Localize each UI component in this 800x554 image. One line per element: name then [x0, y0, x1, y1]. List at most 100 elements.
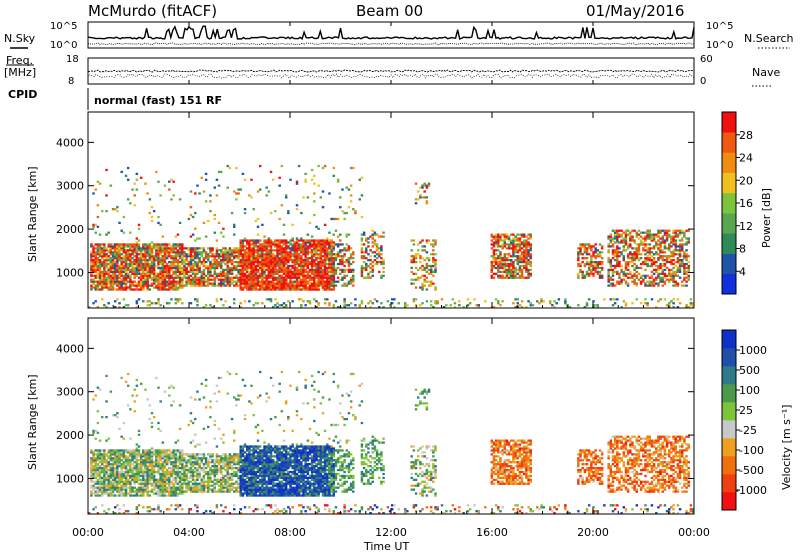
power-cell	[181, 249, 184, 252]
power-cell	[665, 257, 669, 260]
velocity-cell	[152, 492, 156, 495]
power-cell	[492, 237, 496, 240]
power-cell	[107, 249, 110, 252]
power-cell	[505, 257, 509, 260]
power-cell	[217, 260, 221, 264]
power-cell	[332, 262, 336, 266]
power-cell	[611, 272, 615, 275]
power-cell	[176, 274, 180, 277]
power-cell	[129, 282, 132, 285]
power-cell	[512, 302, 515, 305]
power-cell	[644, 276, 647, 279]
power-cell	[499, 274, 502, 277]
power-cell	[280, 260, 284, 264]
power-cell	[347, 268, 351, 272]
power-cell	[371, 237, 374, 240]
power-cell	[90, 243, 93, 246]
power-cell	[676, 229, 680, 232]
power-cell	[336, 217, 340, 221]
power-cell	[520, 268, 524, 272]
power-cell	[96, 282, 100, 285]
power-cell	[332, 259, 336, 262]
power-cell	[122, 249, 126, 252]
power-cell	[198, 276, 201, 279]
nave-label: Nave	[752, 66, 780, 79]
power-cell	[349, 302, 353, 305]
power-cell	[291, 264, 294, 268]
power-cell	[100, 253, 104, 256]
velocity-cell	[131, 457, 134, 460]
power-cell	[618, 264, 621, 268]
velocity-cell	[96, 449, 100, 452]
power-cell	[178, 270, 182, 274]
power-cell	[191, 266, 195, 270]
power-cell	[126, 249, 130, 252]
power-cell	[302, 288, 305, 291]
power-cell	[655, 243, 658, 246]
power-cell	[328, 304, 331, 307]
power-cell	[323, 253, 327, 256]
power-cell	[133, 270, 136, 274]
power-cell	[280, 274, 284, 277]
power-cell	[133, 182, 136, 185]
power-cell	[362, 231, 366, 234]
power-cell	[341, 262, 344, 266]
power-cell	[142, 286, 145, 289]
power-cell	[607, 260, 610, 264]
power-cell	[594, 247, 597, 250]
power-cell	[674, 245, 677, 248]
power-cell	[224, 268, 227, 272]
power-cell	[265, 251, 268, 254]
power-cell	[607, 284, 610, 287]
power-cell	[215, 276, 219, 279]
power-cell	[308, 268, 312, 272]
power-cell	[362, 268, 366, 272]
power-cell	[302, 274, 305, 277]
power-cell	[129, 260, 132, 264]
power-cell	[137, 268, 141, 272]
power-cell	[425, 251, 429, 254]
velocity-cell	[109, 470, 113, 474]
power-cell	[289, 268, 292, 272]
power-cell	[293, 257, 297, 260]
power-cell	[516, 237, 519, 240]
power-cell	[178, 251, 182, 254]
power-cell	[105, 255, 108, 258]
power-cell	[265, 282, 268, 285]
power-cell	[224, 272, 227, 275]
power-cell	[213, 264, 216, 268]
power-cell	[334, 217, 338, 221]
power-cell	[419, 276, 422, 279]
power-cell	[103, 278, 106, 281]
power-cell	[98, 276, 102, 279]
power-cell	[620, 264, 623, 268]
velocity-cell	[111, 466, 115, 470]
power-cell	[360, 243, 364, 246]
power-cell	[497, 257, 500, 260]
power-cell	[111, 266, 115, 270]
power-cell	[503, 276, 506, 279]
power-cell	[220, 280, 223, 283]
velocity-cell	[126, 492, 130, 495]
power-cell	[124, 245, 128, 248]
power-cell	[525, 245, 528, 248]
power-cell	[118, 247, 121, 250]
power-cell	[198, 260, 201, 264]
velocity-cell	[157, 480, 160, 483]
power-cell	[224, 280, 227, 283]
power-cell	[92, 255, 95, 258]
power-cell	[191, 215, 195, 219]
power-cell	[194, 249, 197, 252]
velocity-cell	[161, 474, 165, 478]
power-cell	[161, 264, 165, 268]
power-cell	[321, 278, 325, 281]
power-cell	[178, 284, 182, 287]
power-cell	[254, 268, 258, 272]
power-cell	[360, 194, 364, 197]
velocity-cell	[152, 468, 156, 472]
power-cell	[159, 247, 162, 250]
power-cell	[122, 245, 126, 248]
power-cell	[466, 304, 470, 307]
power-cell	[122, 270, 126, 274]
power-cell	[622, 257, 626, 260]
